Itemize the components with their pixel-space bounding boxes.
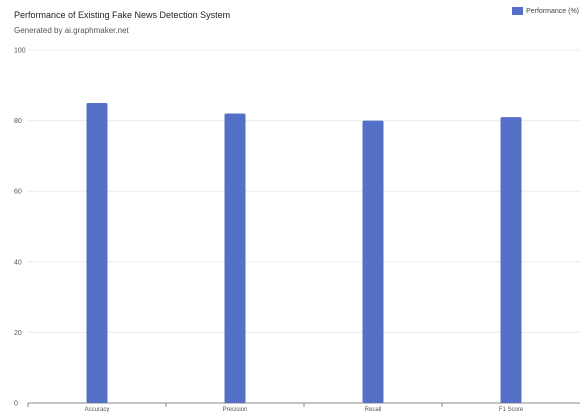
legend-swatch: [512, 7, 524, 15]
y-tick-label: 80: [14, 118, 22, 125]
bar-accuracy: [86, 102, 108, 403]
y-tick-label: 20: [14, 330, 22, 337]
bar-precision: [224, 113, 246, 403]
legend[interactable]: Performance (%): [512, 7, 579, 15]
bar-f1-score: [500, 117, 522, 403]
x-tick-label: Accuracy: [85, 407, 110, 412]
chart-title: Performance of Existing Fake News Detect…: [14, 10, 231, 20]
bar-recall: [362, 120, 384, 403]
x-tick-label: Recall: [365, 407, 382, 412]
y-tick-label: 60: [14, 189, 22, 196]
y-tick-label: 0: [14, 401, 18, 408]
y-tick-label: 100: [14, 48, 26, 55]
x-tick-label: Precision: [223, 407, 248, 412]
y-tick-label: 40: [14, 259, 22, 266]
x-tick-label: F1 Score: [499, 407, 524, 412]
chart-subtitle: Generated by ai.graphmaker.net: [14, 26, 129, 35]
legend-label: Performance (%): [526, 7, 579, 15]
